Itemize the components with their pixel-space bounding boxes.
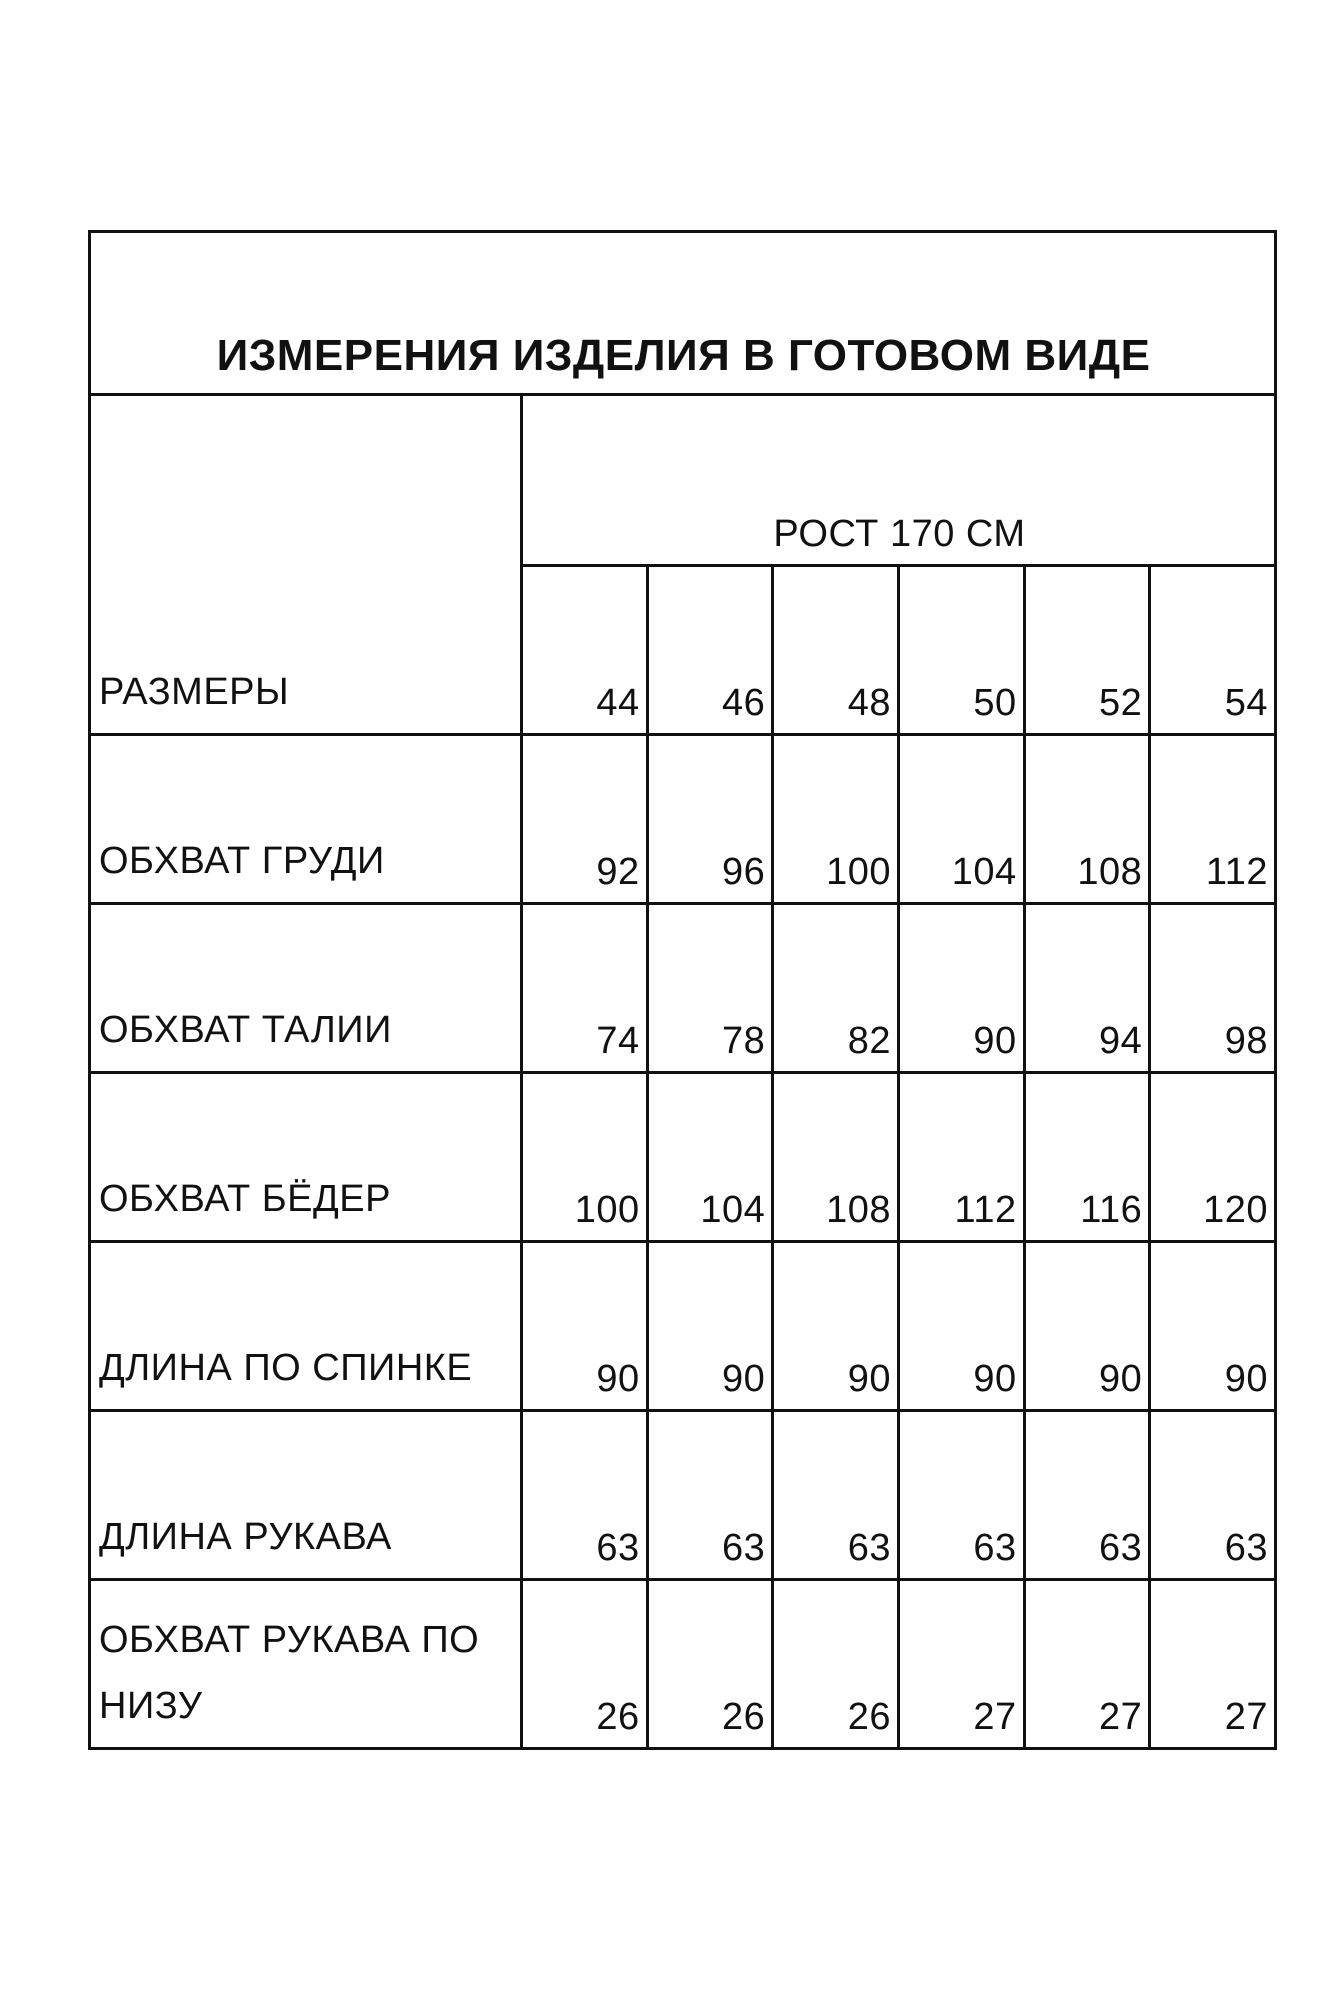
table-row: ОБХВАТ ТАЛИИ 74 78 82 90 94 98 — [88, 902, 1277, 1074]
value-cell: 63 — [1148, 1409, 1277, 1581]
value-cell: 108 — [771, 1071, 900, 1243]
size-cell: 52 — [1022, 564, 1152, 736]
size-cell: 54 — [1148, 564, 1277, 736]
value-cell: 27 — [1148, 1578, 1277, 1750]
value-cell: 63 — [771, 1409, 900, 1581]
value-cell: 82 — [771, 902, 900, 1074]
value-cell: 92 — [520, 733, 649, 905]
value-cell: 74 — [520, 902, 649, 1074]
row-label: ОБХВАТ ГРУДИ — [88, 733, 523, 905]
row-label: ДЛИНА РУКАВА — [88, 1409, 523, 1581]
value-cell: 63 — [896, 1409, 1026, 1581]
value-cell: 104 — [896, 733, 1026, 905]
size-cell: 48 — [771, 564, 900, 736]
value-cell: 116 — [1022, 1071, 1152, 1243]
growth-header: РОСТ 170 СМ — [520, 393, 1277, 567]
table-row: ОБХВАТ ГРУДИ 92 96 100 104 108 112 — [88, 733, 1277, 905]
value-cell: 100 — [771, 733, 900, 905]
size-cell: 50 — [896, 564, 1026, 736]
value-cell: 94 — [1022, 902, 1152, 1074]
value-cell: 90 — [896, 1240, 1026, 1412]
table-row: ДЛИНА ПО СПИНКЕ 90 90 90 90 90 90 — [88, 1240, 1277, 1412]
value-cell: 120 — [1148, 1071, 1277, 1243]
value-cell: 90 — [771, 1240, 900, 1412]
value-cell: 27 — [1022, 1578, 1152, 1750]
value-cell: 26 — [771, 1578, 900, 1750]
value-cell: 26 — [520, 1578, 649, 1750]
value-cell: 63 — [1022, 1409, 1152, 1581]
row-label: ОБХВАТ БЁДЕР — [88, 1071, 523, 1243]
value-cell: 96 — [645, 733, 775, 905]
value-cell: 108 — [1022, 733, 1152, 905]
size-cell: 44 — [520, 564, 649, 736]
value-cell: 63 — [645, 1409, 775, 1581]
value-cell: 26 — [645, 1578, 775, 1750]
value-cell: 90 — [520, 1240, 649, 1412]
row-label: ОБХВАТ ТАЛИИ — [88, 902, 523, 1074]
value-cell: 104 — [645, 1071, 775, 1243]
value-cell: 100 — [520, 1071, 649, 1243]
value-cell: 78 — [645, 902, 775, 1074]
table-row: ОБХВАТ РУКАВА ПО НИЗУ 26 26 26 27 27 27 — [88, 1578, 1277, 1750]
table-row: ОБХВАТ БЁДЕР 100 104 108 112 116 120 — [88, 1071, 1277, 1243]
size-table: ИЗМЕРЕНИЯ ИЗДЕЛИЯ В ГОТОВОМ ВИДЕ РАЗМЕРЫ… — [88, 230, 1277, 1750]
value-cell: 98 — [1148, 902, 1277, 1074]
value-cell: 90 — [896, 902, 1026, 1074]
value-cell: 90 — [1022, 1240, 1152, 1412]
value-cell: 63 — [520, 1409, 649, 1581]
value-cell: 27 — [896, 1578, 1026, 1750]
table-title: ИЗМЕРЕНИЯ ИЗДЕЛИЯ В ГОТОВОМ ВИДЕ — [88, 230, 1277, 396]
value-cell: 90 — [1148, 1240, 1277, 1412]
sizes-label: РАЗМЕРЫ — [88, 393, 523, 736]
row-label: ОБХВАТ РУКАВА ПО НИЗУ — [88, 1578, 523, 1750]
row-label: ДЛИНА ПО СПИНКЕ — [88, 1240, 523, 1412]
table-row: ДЛИНА РУКАВА 63 63 63 63 63 63 — [88, 1409, 1277, 1581]
value-cell: 90 — [645, 1240, 775, 1412]
size-cell: 46 — [645, 564, 775, 736]
value-cell: 112 — [1148, 733, 1277, 905]
value-cell: 112 — [896, 1071, 1026, 1243]
sizes-row: 44 46 48 50 52 54 — [90, 564, 1277, 736]
